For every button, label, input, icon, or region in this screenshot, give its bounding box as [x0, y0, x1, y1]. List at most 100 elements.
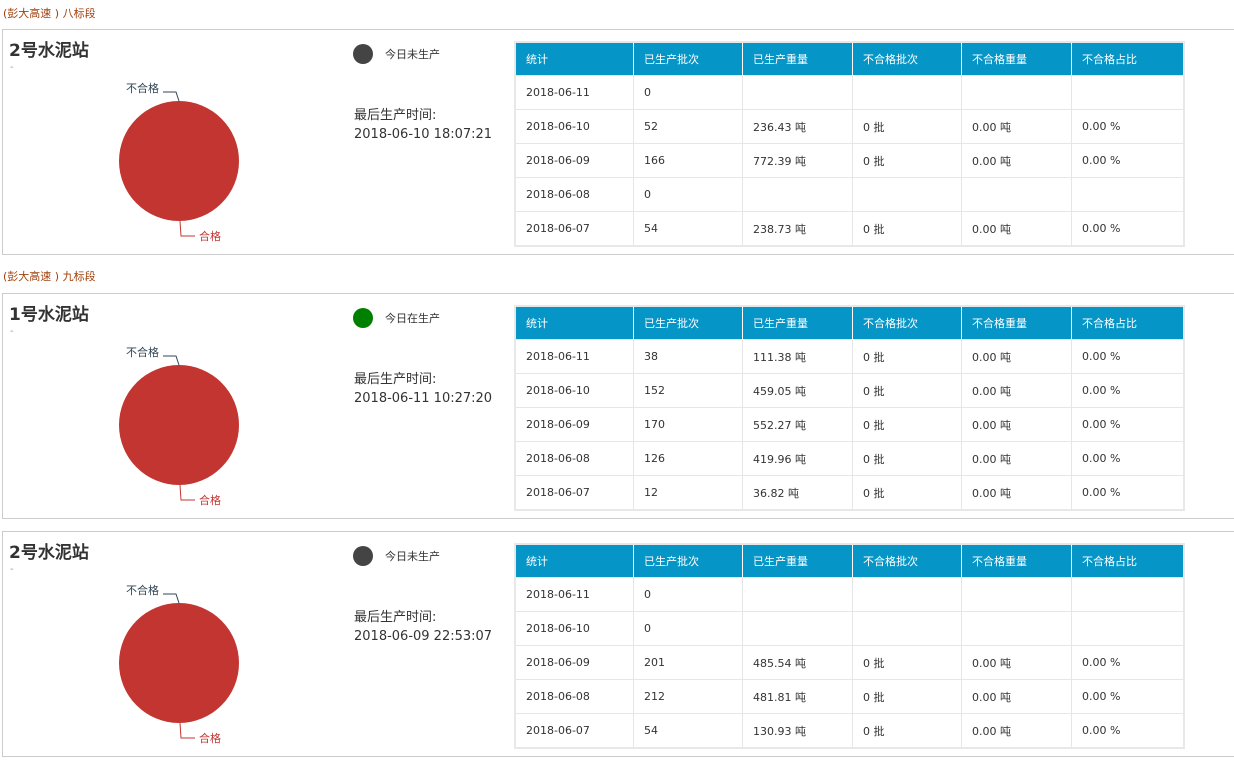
table-cell: 236.43 吨	[742, 109, 853, 144]
table-cell: 0 批	[852, 373, 962, 408]
column-header: 不合格批次	[852, 306, 962, 340]
table-cell	[961, 75, 1072, 110]
section-label[interactable]: (彭大高速 ) 八标段	[3, 7, 96, 20]
table-cell: 2018-06-09	[514, 407, 634, 442]
table-cell: 212	[633, 679, 743, 714]
table-cell: 0.00 吨	[961, 679, 1072, 714]
station-title: 1号水泥站	[9, 305, 89, 325]
column-header: 不合格重量	[961, 42, 1072, 76]
pass-rate-pie-chart: 不合格 合格	[119, 583, 239, 745]
column-header: 统计	[515, 306, 634, 340]
table-cell: 2018-06-10	[514, 611, 634, 646]
station-title: 2号水泥站	[9, 543, 89, 563]
column-header: 已生产重量	[742, 306, 853, 340]
station-subtitle: -	[10, 326, 14, 337]
column-header: 不合格批次	[852, 42, 962, 76]
column-header: 不合格批次	[852, 544, 962, 578]
table-cell: 0	[633, 177, 743, 212]
table-cell	[1071, 177, 1185, 212]
pie-slice-pass[interactable]	[119, 603, 239, 723]
column-header: 不合格占比	[1071, 306, 1185, 340]
label-line-pass	[179, 220, 195, 237]
table-cell	[961, 611, 1072, 646]
column-header: 已生产重量	[742, 42, 853, 76]
column-header: 不合格重量	[961, 306, 1072, 340]
table-cell: 0.00 吨	[961, 373, 1072, 408]
status-text: 今日在生产	[385, 312, 440, 325]
pie-slice-pass[interactable]	[119, 365, 239, 485]
label-line-pass	[179, 722, 195, 739]
table-cell: 166	[633, 143, 743, 178]
table-header-row: 统计 已生产批次 已生产重量 不合格批次 不合格重量 不合格占比	[515, 544, 1185, 578]
table-cell	[742, 577, 853, 612]
table-cell: 2018-06-11	[514, 339, 634, 374]
label-line-pass	[179, 484, 195, 501]
table-cell: 201	[633, 645, 743, 680]
table-cell: 0.00 吨	[961, 475, 1072, 511]
table-cell: 0 批	[852, 109, 962, 144]
table-cell: 0.00 %	[1071, 339, 1185, 374]
table-cell: 0.00 吨	[961, 109, 1072, 144]
table-cell: 2018-06-07	[514, 475, 634, 511]
table-cell	[742, 177, 853, 212]
table-cell	[961, 177, 1072, 212]
table-cell: 0 批	[852, 679, 962, 714]
last-production: 最后生产时间: 2018-06-11 10:27:20	[354, 370, 492, 408]
table-cell: 485.54 吨	[742, 645, 853, 680]
table-cell: 0.00 吨	[961, 713, 1072, 749]
column-header: 不合格占比	[1071, 544, 1185, 578]
table-cell: 2018-06-10	[514, 373, 634, 408]
table-cell	[852, 75, 962, 110]
table-cell: 130.93 吨	[742, 713, 853, 749]
table-cell: 419.96 吨	[742, 441, 853, 476]
production-stats-table: 统计 已生产批次 已生产重量 不合格批次 不合格重量 不合格占比 2018-06-11 0 20…	[514, 543, 1185, 749]
table-cell: 0.00 %	[1071, 441, 1185, 476]
table-cell	[852, 577, 962, 612]
column-header: 已生产重量	[742, 544, 853, 578]
table-cell: 2018-06-11	[514, 75, 634, 110]
table-header-row: 统计 已生产批次 已生产重量 不合格批次 不合格重量 不合格占比	[515, 306, 1185, 340]
table-cell: 0 批	[852, 143, 962, 178]
column-header: 已生产批次	[633, 42, 743, 76]
table-cell: 0.00 %	[1071, 407, 1185, 442]
column-header: 已生产批次	[633, 544, 743, 578]
production-stats-table: 统计 已生产批次 已生产重量 不合格批次 不合格重量 不合格占比 2018-06-11 38 1…	[514, 305, 1185, 511]
station-subtitle: -	[10, 62, 14, 73]
table-cell: 54	[633, 713, 743, 749]
table-cell: 0.00 吨	[961, 143, 1072, 178]
column-header: 不合格占比	[1071, 42, 1185, 76]
last-production-time: 2018-06-09 22:53:07	[354, 629, 493, 644]
table-cell: 0.00 吨	[961, 407, 1072, 442]
section-label[interactable]: (彭大高速 ) 九标段	[3, 270, 96, 283]
status-text: 今日未生产	[385, 48, 440, 61]
column-header: 已生产批次	[633, 306, 743, 340]
pie-label-pass: 合格	[199, 731, 221, 745]
label-line-fail	[163, 593, 180, 604]
last-production: 最后生产时间: 2018-06-09 22:53:07	[354, 608, 492, 646]
station-subtitle: -	[10, 564, 14, 575]
table-cell: 2018-06-08	[514, 177, 634, 212]
table-cell	[852, 177, 962, 212]
table-cell: 0 批	[852, 339, 962, 374]
table-cell: 0.00 %	[1071, 679, 1185, 714]
pie-label-pass: 合格	[199, 229, 221, 243]
table-row: 2018-06-08 0	[514, 177, 1185, 212]
table-cell	[1071, 577, 1185, 612]
pass-rate-pie-chart: 不合格 合格	[119, 81, 239, 243]
production-status: 今日未生产	[353, 546, 440, 566]
production-status: 今日在生产	[353, 308, 440, 328]
production-status: 今日未生产	[353, 44, 440, 64]
table-cell: 0.00 %	[1071, 211, 1185, 247]
label-line-fail	[163, 91, 180, 102]
last-production-time: 2018-06-10 18:07:21	[354, 127, 493, 142]
table-cell: 552.27 吨	[742, 407, 853, 442]
pass-rate-pie-chart: 不合格 合格	[119, 345, 239, 507]
pie-slice-pass[interactable]	[119, 101, 239, 221]
table-cell: 0	[633, 75, 743, 110]
table-cell: 38	[633, 339, 743, 374]
